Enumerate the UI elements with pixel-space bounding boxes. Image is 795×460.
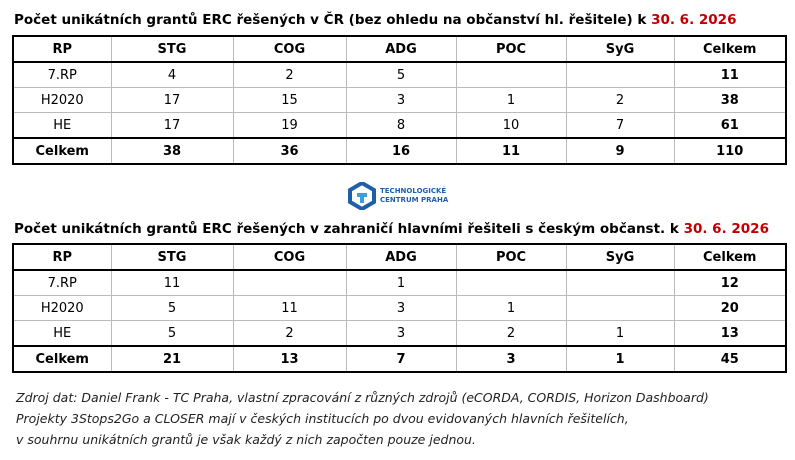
table-cell: 4 [110, 62, 233, 88]
table-cell: 2 [232, 320, 346, 347]
header-cell: RP [12, 36, 111, 63]
table-cell: Celkem [12, 345, 111, 373]
date: 30. 6. 2026 [651, 12, 737, 28]
table-cell: 8 [345, 112, 456, 139]
table-cell: 17 [110, 112, 233, 139]
table-cell: 19 [232, 112, 346, 139]
table-cell: 1 [565, 320, 674, 347]
table-cell: 11 [455, 137, 566, 165]
note: v souhrnu unikátních grantů je však každ… [16, 432, 476, 447]
header-cell: POC [455, 244, 566, 271]
table-cell: 21 [110, 345, 233, 373]
table-cell: 11 [673, 62, 786, 88]
table-cell: 3 [455, 345, 566, 373]
table-cell: 9 [565, 137, 674, 165]
header-cell: POC [455, 36, 566, 63]
table-cell: 10 [455, 112, 566, 139]
table-row: H2020 5 11 3 1 20 [12, 295, 786, 321]
header-cell: ADG [345, 244, 456, 271]
table-cell [455, 270, 566, 296]
title: Počet unikátních grantů ERC řešených v z… [14, 221, 769, 237]
logo-text: CENTRUM PRAHA [380, 196, 449, 204]
table-row: 7.RP 11 1 12 [12, 270, 786, 296]
header-row: RP STG COG ADG POC SyG Celkem [12, 36, 786, 63]
table-cell: H2020 [12, 295, 111, 321]
table-cell: 2 [565, 87, 674, 113]
table-cell: 3 [345, 87, 456, 113]
table-cell: 17 [110, 87, 233, 113]
table: RP STG COG ADG POC SyG Celkem 7.RP 11 1 12 H2020 5 11… [12, 243, 787, 373]
table-cell: 7 [565, 112, 674, 139]
table-cell: 38 [673, 87, 786, 113]
logo-text: TECHNOLOGICKÉ [380, 187, 447, 195]
table-cell [565, 295, 674, 321]
table-cell: 2 [455, 320, 566, 347]
table-cell: 38 [110, 137, 233, 165]
table-cell: 7.RP [12, 270, 111, 296]
date: 30. 6. 2026 [683, 221, 769, 237]
table-cell: H2020 [12, 87, 111, 113]
table-cell: 1 [345, 270, 456, 296]
table-cell [565, 62, 674, 88]
notes: Zdroj dat: Daniel Frank - TC Praha, vlas… [16, 387, 709, 450]
table-cell: 12 [673, 270, 786, 296]
table-cell: HE [12, 320, 111, 347]
table-cell: 45 [673, 345, 786, 373]
table-cell [565, 270, 674, 296]
header-cell: SyG [565, 36, 674, 63]
table-cell: 3 [345, 295, 456, 321]
table-cell: 3 [345, 320, 456, 347]
table-cell: Celkem [12, 137, 111, 165]
table-cell: 20 [673, 295, 786, 321]
header-cell: ADG [345, 36, 456, 63]
header-cell: RP [12, 244, 111, 271]
header-cell: STG [110, 244, 233, 271]
table-cell: 1 [455, 87, 566, 113]
table-cell: 61 [673, 112, 786, 139]
header-row: RP STG COG ADG POC SyG Celkem [12, 244, 786, 271]
table-cell: 16 [345, 137, 456, 165]
table-cell: 5 [110, 295, 233, 321]
table-cell: HE [12, 112, 111, 139]
table-cell [232, 270, 346, 296]
header-cell: SyG [565, 244, 674, 271]
table-row: H2020 17 15 3 1 2 38 [12, 87, 786, 113]
title: Počet unikátních grantů ERC řešených v Č… [14, 12, 736, 28]
table: RP STG COG ADG POC SyG Celkem 7.RP 4 2 5 11 H2020 17 1… [12, 35, 787, 165]
table-row: 7.RP 4 2 5 11 [12, 62, 786, 88]
table-cell: 7.RP [12, 62, 111, 88]
table-cell: 1 [565, 345, 674, 373]
table-cell: 15 [232, 87, 346, 113]
table-cell: 13 [673, 320, 786, 347]
logo: TECHNOLOGICKÉ CENTRUM PRAHA [348, 182, 448, 210]
table-cell: 110 [673, 137, 786, 165]
table-cell: 13 [232, 345, 346, 373]
header-cell: STG [110, 36, 233, 63]
table-row: HE 17 19 8 10 7 61 [12, 112, 786, 139]
table-cell: 2 [232, 62, 346, 88]
table-cell: 5 [110, 320, 233, 347]
header-cell: COG [232, 244, 346, 271]
table-cell: 36 [232, 137, 346, 165]
note: Projekty 3Stops2Go a CLOSER mají v český… [16, 411, 629, 426]
table-row: HE 5 2 3 2 1 13 [12, 320, 786, 347]
header-cell: Celkem [673, 244, 786, 271]
logo-icon [348, 182, 376, 210]
table-row: Celkem 38 36 16 11 9 110 [12, 137, 786, 165]
table-cell: 11 [232, 295, 346, 321]
title-text: Počet unikátních grantů ERC řešených v Č… [14, 12, 652, 28]
table-cell: 11 [110, 270, 233, 296]
table-row: Celkem 21 13 7 3 1 45 [12, 345, 786, 373]
title-text: Počet unikátních grantů ERC řešených v z… [14, 221, 684, 237]
table-cell [455, 62, 566, 88]
header-cell: Celkem [673, 36, 786, 63]
note: Zdroj dat: Daniel Frank - TC Praha, vlas… [16, 390, 709, 405]
table-cell: 5 [345, 62, 456, 88]
header-cell: COG [232, 36, 346, 63]
table-cell: 7 [345, 345, 456, 373]
table-cell: 1 [455, 295, 566, 321]
